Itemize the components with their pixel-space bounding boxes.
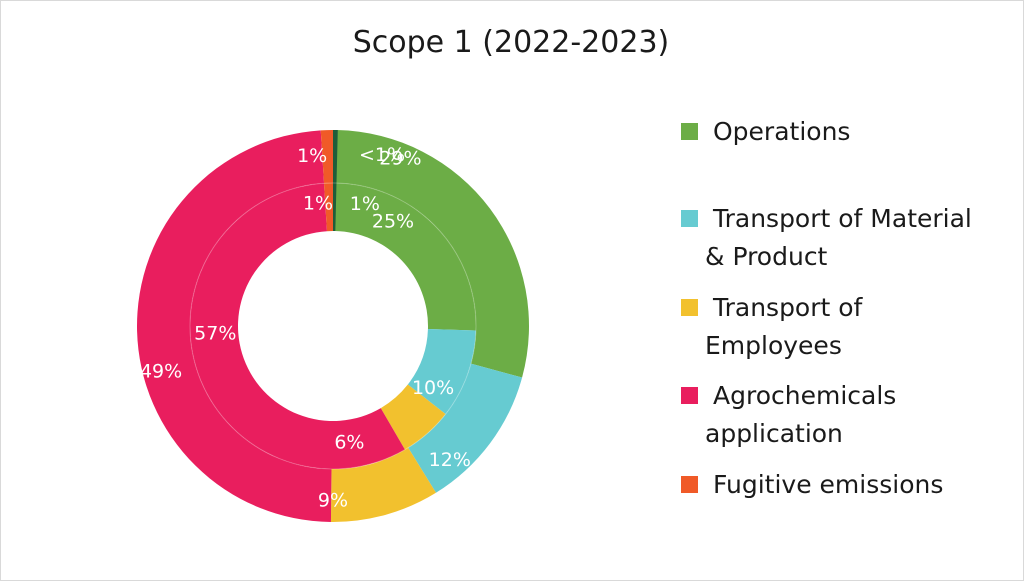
- inner-slice-operations: [334, 183, 476, 331]
- inner-slice-extra: [333, 183, 337, 232]
- inner-label-extra: 1%: [350, 193, 380, 215]
- outer-label-transport-of-material-product: 12%: [429, 449, 471, 471]
- outer-slice-operations: [335, 130, 529, 378]
- inner-label-fugitive-emissions: 1%: [303, 192, 333, 214]
- inner-slice-transport-of-employees: [380, 384, 446, 450]
- legend-label-transport-material-2: & Product: [705, 242, 828, 271]
- legend-label-agrochemicals-2: application: [705, 419, 843, 448]
- legend-label-fugitive: Fugitive emissions: [713, 470, 944, 499]
- inner-label-operations: 25%: [372, 211, 414, 233]
- legend-swatch-operations: [681, 123, 698, 140]
- legend-label-transport-material: Transport of Material: [713, 204, 972, 233]
- outer-slice-agrochemicals-application: [136, 130, 332, 522]
- inner-label-transport-of-employees: 6%: [334, 431, 364, 453]
- legend-swatch-fugitive: [681, 476, 698, 493]
- chart-title: Scope 1 (2022-2023): [352, 25, 670, 60]
- outer-slice-fugitive-emissions: [320, 130, 333, 184]
- legend-swatch-transport-employees: [681, 299, 698, 316]
- legend-item-operations: Operations: [681, 113, 1011, 151]
- outer-label-agrochemicals-application: 49%: [140, 361, 182, 383]
- inner-label-agrochemicals-application: 57%: [194, 323, 236, 345]
- inner-slice-fugitive-emissions: [323, 183, 333, 232]
- outer-slice-extra: [333, 130, 338, 184]
- legend-item-transport-material: Transport of Material & Product: [681, 200, 1011, 276]
- legend-item-agrochemicals: Agrochemicals application: [681, 377, 1011, 453]
- legend-label-operations: Operations: [713, 117, 851, 146]
- inner-slice-transport-of-material-product: [407, 328, 476, 415]
- outer-label-extra: <1%: [359, 144, 405, 166]
- outer-slice-transport-of-employees: [330, 447, 436, 522]
- inner-slice-agrochemicals-application: [189, 183, 405, 469]
- legend-swatch-transport-material: [681, 210, 698, 227]
- inner-label-transport-of-material-product: 10%: [412, 377, 454, 399]
- legend-item-fugitive: Fugitive emissions: [681, 466, 1011, 504]
- legend-swatch-agrochemicals: [681, 387, 698, 404]
- outer-label-transport-of-employees: 9%: [318, 490, 348, 512]
- legend-item-transport-employees: Transport of Employees: [681, 289, 1011, 365]
- legend-label-transport-employees: Transport of: [713, 293, 863, 322]
- ring-separator: [189, 182, 477, 470]
- legend-label-agrochemicals: Agrochemicals: [713, 381, 897, 410]
- outer-label-operations: 29%: [379, 148, 421, 170]
- outer-slice-transport-of-material-product: [408, 363, 523, 493]
- outer-label-fugitive-emissions: 1%: [297, 145, 327, 167]
- legend-label-transport-employees-2: Employees: [705, 331, 842, 360]
